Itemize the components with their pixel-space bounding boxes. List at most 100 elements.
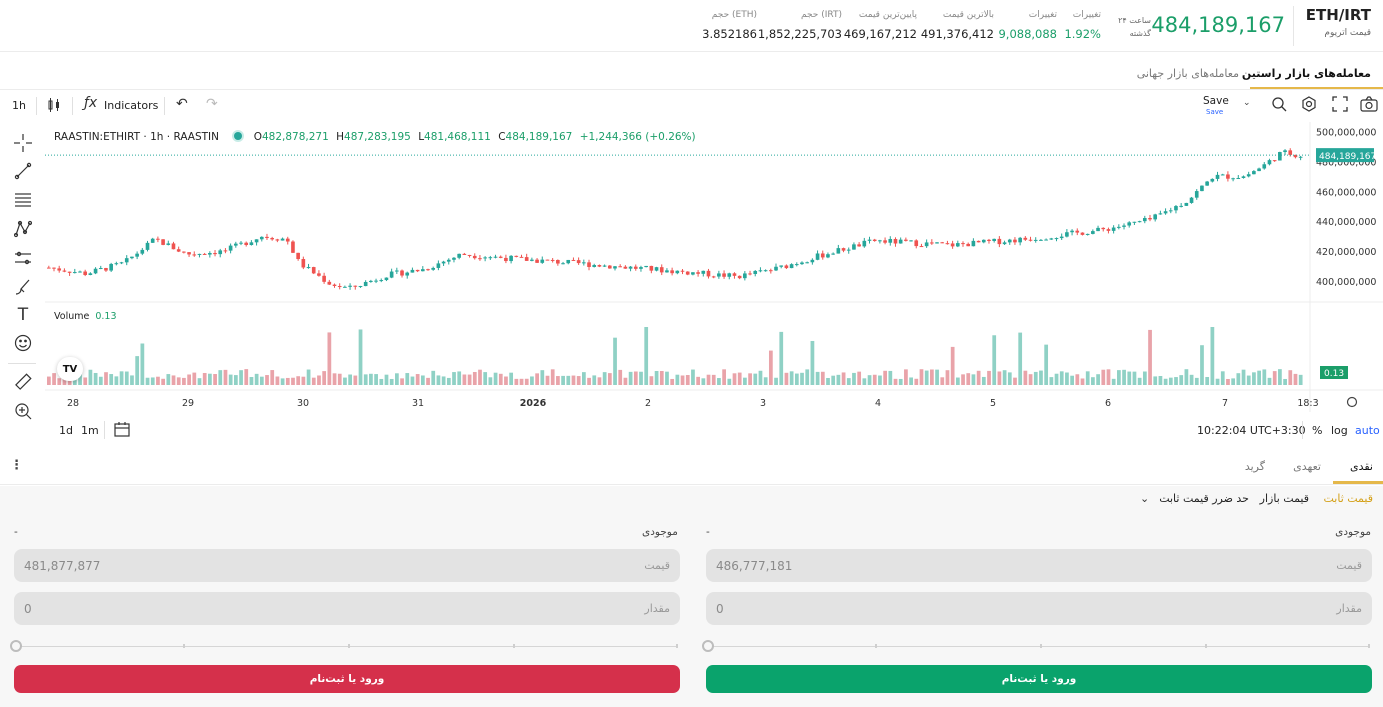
candle-body: [753, 270, 758, 275]
chevron-down-icon[interactable]: ⌄: [1140, 492, 1150, 505]
volume-bar: [306, 369, 311, 385]
volume-bar: [535, 373, 539, 385]
sell-slider-knob[interactable]: [10, 640, 22, 652]
candle-body: [1252, 171, 1256, 175]
range-1d[interactable]: 1d: [59, 424, 73, 437]
volume-bar: [1168, 377, 1173, 385]
sell-login-button[interactable]: ورود یا ثبت‌نام: [14, 665, 680, 693]
volume-bar: [628, 371, 633, 385]
volume-bar: [1023, 370, 1028, 385]
sell-price-value[interactable]: 481,877,877: [24, 558, 101, 573]
candle-body: [78, 271, 82, 273]
volume-bar: [748, 373, 752, 385]
volume-bar: [322, 371, 327, 385]
legend-o-label: O: [253, 131, 262, 143]
tab-grid[interactable]: گرید: [1244, 460, 1265, 473]
volume-bar: [493, 372, 498, 385]
candle-body: [285, 238, 290, 242]
y-tick-label: 500,000,000: [1316, 127, 1376, 138]
buy-price-value[interactable]: 486,777,181: [716, 558, 793, 573]
candle-body: [275, 239, 280, 241]
candle-body: [446, 259, 451, 262]
candles: [47, 148, 1303, 290]
tools-divider: [8, 363, 36, 364]
tab-margin[interactable]: تعهدی: [1293, 460, 1321, 473]
candle-body: [1220, 174, 1225, 176]
undo-icon[interactable]: ↶: [176, 96, 188, 112]
interval-button[interactable]: 1h: [12, 99, 26, 112]
more-icon[interactable]: ⋮: [10, 458, 23, 473]
volume-bar: [1205, 376, 1210, 385]
x-tick-label: 4: [875, 398, 881, 409]
legend-close: 484,189,167: [505, 131, 573, 143]
text-icon[interactable]: T: [17, 305, 29, 325]
order-type-limit[interactable]: قیمت ثابت: [1323, 492, 1373, 505]
slider-tick: [348, 644, 350, 648]
chevron-down-icon[interactable]: ⌄: [1243, 98, 1251, 108]
goto-date-icon[interactable]: [114, 421, 130, 441]
candle-body: [124, 258, 129, 263]
candle-body: [717, 273, 721, 277]
trendline-icon[interactable]: [12, 160, 34, 182]
buy-login-button[interactable]: ورود یا ثبت‌نام: [706, 665, 1372, 693]
buy-price-field[interactable]: 486,777,181 قیمت: [706, 549, 1372, 582]
volume-bar: [462, 374, 467, 385]
candle-body: [1122, 225, 1126, 227]
candle-body: [846, 249, 851, 251]
tradingview-logo[interactable]: TV: [57, 357, 83, 381]
prediction-icon[interactable]: [12, 247, 34, 269]
indicators-button[interactable]: Indicators: [104, 99, 159, 112]
camera-icon[interactable]: [1360, 96, 1378, 116]
price-chart[interactable]: 500,000,000 480,000,000 460,000,000 440,000…: [45, 122, 1383, 412]
buy-slider-knob[interactable]: [702, 640, 714, 652]
volume-bar: [57, 378, 62, 385]
candle-body: [743, 273, 747, 279]
percent-toggle[interactable]: %: [1312, 424, 1323, 437]
crosshair-icon[interactable]: [12, 132, 34, 154]
volume-bar: [758, 370, 763, 385]
buy-slider[interactable]: [708, 646, 1370, 647]
stat-change-pct: تغییرات 1.92%: [1064, 10, 1101, 41]
range-1m[interactable]: 1m: [81, 424, 99, 437]
save-button[interactable]: Save: [1203, 95, 1229, 107]
zoom-in-icon[interactable]: [12, 400, 34, 422]
brush-icon[interactable]: [12, 276, 34, 298]
log-toggle[interactable]: log: [1331, 424, 1348, 437]
pattern-icon[interactable]: [12, 218, 34, 240]
buy-amount-field[interactable]: 0 مقدار: [706, 592, 1372, 625]
volume-bar: [379, 378, 384, 385]
clock-time[interactable]: 10:22:04 UTC+3:30: [1197, 424, 1306, 437]
settings-icon[interactable]: [1301, 96, 1317, 116]
order-type-market[interactable]: قیمت بازار: [1259, 492, 1309, 505]
volume-bar: [1059, 371, 1064, 385]
fx-icon[interactable]: ƒx: [84, 95, 98, 111]
tab-spot[interactable]: نقدی: [1349, 460, 1373, 473]
sell-amount-value[interactable]: 0: [24, 601, 32, 616]
emoji-icon[interactable]: [12, 332, 34, 354]
candle-body: [1163, 211, 1168, 214]
quick-search-icon[interactable]: [1271, 96, 1287, 116]
candle-body: [457, 253, 461, 258]
volume-bar: [587, 377, 591, 385]
tab-global-market[interactable]: معامله‌های بازار جهانی: [1136, 67, 1239, 80]
sell-price-field[interactable]: 481,877,877 قیمت: [14, 549, 680, 582]
redo-icon[interactable]: ↷: [206, 96, 218, 112]
auto-toggle[interactable]: auto: [1355, 424, 1380, 437]
order-tabs: [0, 447, 1383, 485]
buy-amount-value[interactable]: 0: [716, 601, 724, 616]
volume-bar: [171, 375, 176, 385]
candles-icon[interactable]: [46, 97, 62, 113]
candle-body: [369, 280, 373, 282]
volume-bar: [1148, 329, 1152, 385]
candle-body: [441, 261, 446, 264]
volume-bar: [530, 376, 534, 385]
volume-bar: [633, 371, 638, 385]
fullscreen-icon[interactable]: [1332, 96, 1348, 116]
sell-slider[interactable]: [16, 646, 678, 647]
tab-raastin-market[interactable]: معامله‌های بازار راستین: [1241, 67, 1371, 80]
sell-amount-field[interactable]: 0 مقدار: [14, 592, 680, 625]
order-type-stop-limit[interactable]: حد ضرر قیمت ثابت: [1159, 492, 1249, 505]
volume-bar: [270, 370, 275, 385]
ruler-icon[interactable]: [12, 371, 34, 393]
fib-icon[interactable]: [12, 188, 34, 210]
